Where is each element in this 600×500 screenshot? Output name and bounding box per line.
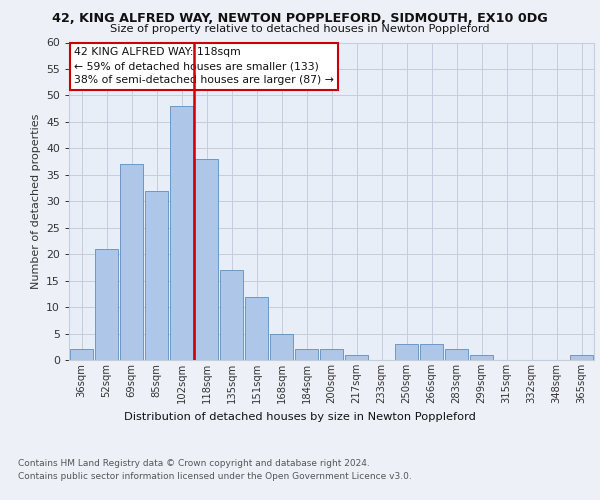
Bar — [570, 354, 593, 360]
Bar — [95, 249, 118, 360]
Text: Size of property relative to detached houses in Newton Poppleford: Size of property relative to detached ho… — [110, 24, 490, 34]
Bar — [145, 190, 168, 360]
Bar — [120, 164, 143, 360]
Text: 42 KING ALFRED WAY: 118sqm
← 59% of detached houses are smaller (133)
38% of sem: 42 KING ALFRED WAY: 118sqm ← 59% of deta… — [74, 48, 334, 86]
Bar — [70, 350, 93, 360]
Bar — [295, 350, 318, 360]
Text: Contains public sector information licensed under the Open Government Licence v3: Contains public sector information licen… — [18, 472, 412, 481]
Text: 42, KING ALFRED WAY, NEWTON POPPLEFORD, SIDMOUTH, EX10 0DG: 42, KING ALFRED WAY, NEWTON POPPLEFORD, … — [52, 12, 548, 26]
Bar — [220, 270, 243, 360]
Bar — [345, 354, 368, 360]
Bar — [470, 354, 493, 360]
Bar — [195, 159, 218, 360]
Bar — [320, 350, 343, 360]
Text: Distribution of detached houses by size in Newton Poppleford: Distribution of detached houses by size … — [124, 412, 476, 422]
Bar — [270, 334, 293, 360]
Y-axis label: Number of detached properties: Number of detached properties — [31, 114, 41, 289]
Bar — [420, 344, 443, 360]
Bar — [170, 106, 193, 360]
Text: Contains HM Land Registry data © Crown copyright and database right 2024.: Contains HM Land Registry data © Crown c… — [18, 458, 370, 468]
Bar — [445, 350, 468, 360]
Bar — [245, 296, 268, 360]
Bar — [395, 344, 418, 360]
